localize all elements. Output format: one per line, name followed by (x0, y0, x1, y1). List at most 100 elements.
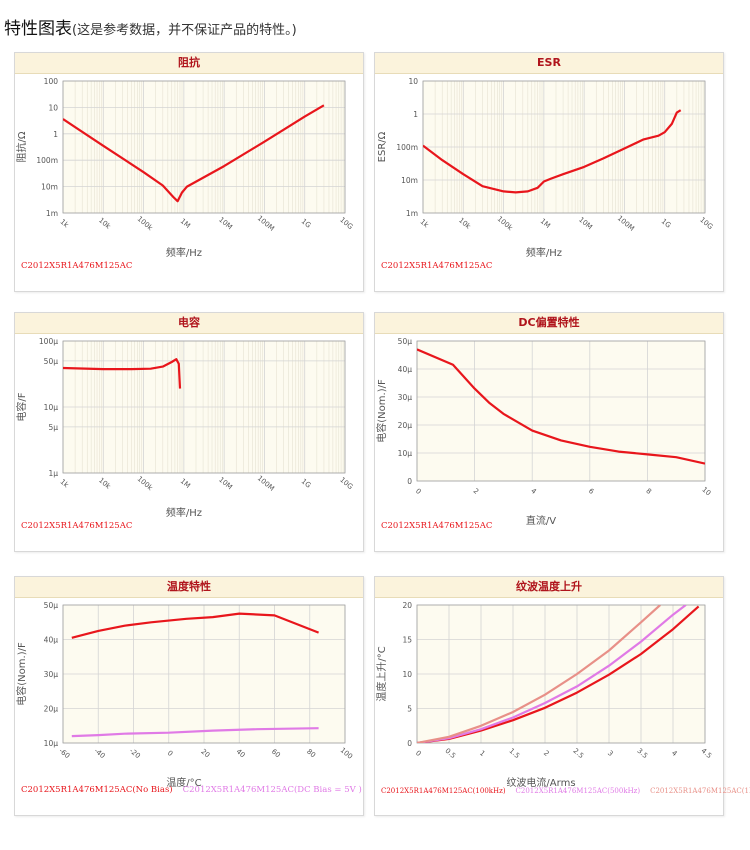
x-tick-label: 10k (97, 216, 113, 231)
legend-entry: C2012X5R1A476M125AC (381, 521, 493, 531)
x-tick-label: 1M (179, 477, 192, 490)
series-line (417, 605, 687, 743)
legend-entry: C2012X5R1A476M125AC (21, 261, 133, 271)
x-tick-label: 10M (577, 216, 594, 232)
legend-entry: C2012X5R1A476M125AC(100kHz) (381, 787, 506, 795)
y-tick-label: 100m (396, 143, 418, 152)
temperature-chart: -60 -40 -20 0 20 40 60 80 100 50μ 40μ 30μ 20μ 10μ 温度/°… (15, 601, 354, 789)
y-tick-label: 1m (46, 209, 58, 218)
y-tick-label: 40μ (398, 365, 413, 374)
ripple-chart-card: 纹波温度上升 0 0.5 1 1.5 2 2.5 3 3.5 4 4.5 20 15 10 5 0 纹波电流/… (374, 576, 750, 816)
x-tick-label: 10M (217, 476, 234, 492)
y-tick-label: 10 (408, 77, 418, 86)
y-tick-label: 1 (413, 110, 418, 119)
chart-title: 电容 (15, 313, 363, 334)
y-tick-label: 20μ (44, 705, 59, 714)
chart-legend: C2012X5R1A476M125AC (21, 521, 142, 531)
x-axis-label: 频率/Hz (166, 506, 202, 519)
chart-legend: C2012X5R1A476M125AC (381, 261, 502, 271)
x-tick-label: 4 (529, 487, 538, 496)
disclaimer-note: (这是参考数据，并不保证产品的特性。) (72, 23, 297, 38)
y-tick-label: 10m (41, 183, 58, 192)
x-tick-label: 100 (339, 746, 354, 761)
x-tick-label: 100k (136, 215, 155, 233)
plot-frame (416, 604, 706, 744)
x-tick-label: 2.5 (571, 747, 585, 760)
chart-title: 阻抗 (15, 53, 363, 74)
x-tick-label: 1k (418, 218, 430, 230)
x-tick-label: 10 (700, 486, 712, 498)
y-axis-label: 电容(Nom.)/F (15, 642, 28, 706)
x-tick-label: 4.5 (699, 747, 713, 760)
ripple-chart: 0 0.5 1 1.5 2 2.5 3 3.5 4 4.5 20 15 10 5 0 纹波电流/Arms 温度上… (375, 601, 713, 789)
x-axis-label: 纹波电流/Arms (506, 776, 575, 789)
y-tick-label: 40μ (44, 636, 59, 645)
y-tick-label: 10 (48, 103, 58, 112)
y-tick-label: 5 (407, 705, 412, 714)
x-tick-label: 0.5 (443, 747, 457, 760)
series-line (63, 358, 182, 389)
x-tick-label: -20 (128, 747, 142, 760)
plot-area (417, 341, 705, 481)
y-tick-label: 20μ (398, 421, 413, 430)
impedance-chart-card: 阻抗 1k 10k 100k 1M 10M 100M 1G 10G 100 10 1 100m 10m 1… (14, 52, 364, 292)
series-line (423, 109, 682, 194)
x-tick-label: 3.5 (635, 747, 649, 760)
x-tick-label: -40 (93, 747, 107, 760)
x-tick-label: -60 (57, 747, 71, 760)
x-tick-label: 0 (414, 487, 423, 496)
x-tick-label: 2 (472, 487, 481, 496)
x-tick-label: 100M (256, 474, 276, 493)
x-tick-label: 10k (97, 476, 113, 491)
page-title-text: 特性图表 (4, 19, 72, 39)
series-line (417, 605, 661, 743)
x-tick-label: 1G (300, 477, 313, 489)
x-tick-label: 0 (414, 749, 423, 758)
chart-legend: C2012X5R1A476M125AC (381, 521, 502, 531)
series-line (417, 348, 705, 465)
series-line (63, 104, 325, 203)
x-tick-label: 10M (217, 216, 234, 232)
chart-title: DC偏置特性 (375, 313, 723, 334)
y-tick-label: 5μ (48, 423, 58, 432)
chart-legend: C2012X5R1A476M125AC(100kHz) C2012X5R1A476… (381, 787, 750, 795)
y-tick-label: 20 (402, 601, 412, 610)
plot-frame (416, 340, 706, 482)
y-tick-label: 10μ (44, 739, 59, 748)
x-tick-label: 2 (542, 749, 551, 758)
y-tick-label: 100μ (39, 337, 58, 346)
x-tick-label: 10G (338, 476, 354, 491)
x-tick-label: 4 (670, 749, 679, 758)
y-tick-label: 0 (407, 477, 412, 486)
y-axis-label: 温度上升/°C (375, 646, 388, 701)
capacitance-chart: 1k 10k 100k 1M 10M 100M 1G 10G 100μ 50μ 10μ 5μ 1μ 频率/… (15, 337, 354, 519)
dc-bias-chart: 0 2 4 6 8 10 50μ 40μ 30μ 20μ 10μ 0 直流/V 电容(Nom.)/F (375, 337, 712, 527)
x-tick-label: 10G (698, 216, 714, 231)
x-tick-label: 20 (199, 748, 211, 760)
legend-entry: C2012X5R1A476M125AC(1MHz) (650, 787, 750, 795)
chart-title: ESR (375, 53, 723, 74)
x-tick-label: 1k (58, 478, 70, 490)
x-tick-label: 3 (606, 749, 615, 758)
legend-entry: C2012X5R1A476M125AC (21, 521, 133, 531)
temperature-chart-card: 温度特性 -60 -40 -20 0 20 40 60 80 100 50μ 40μ 30μ 20μ 10… (14, 576, 364, 816)
x-tick-label: 8 (644, 487, 653, 496)
y-tick-label: 50μ (44, 357, 59, 366)
legend-entry: C2012X5R1A476M125AC(No Bias) (21, 785, 173, 795)
x-tick-label: 1 (478, 749, 487, 758)
x-tick-label: 100k (496, 215, 515, 233)
y-tick-label: 1 (53, 130, 58, 139)
x-axis-label: 直流/V (526, 514, 556, 527)
chart-title: 温度特性 (15, 577, 363, 598)
x-axis-label: 频率/Hz (166, 246, 202, 259)
page-title: 特性图表(这是参考数据，并不保证产品的特性。) (4, 14, 297, 39)
x-tick-label: 1G (300, 217, 313, 229)
chart-title: 纹波温度上升 (375, 577, 723, 598)
x-tick-label: 100k (136, 475, 155, 493)
impedance-chart: 1k 10k 100k 1M 10M 100M 1G 10G 100 10 1 100m 10m 1m 频率… (15, 77, 354, 259)
x-tick-label: 10k (457, 216, 473, 231)
x-tick-label: 80 (305, 748, 317, 760)
y-tick-label: 50μ (398, 337, 413, 346)
legend-entry: C2012X5R1A476M125AC(DC Bias = 5V ) (182, 785, 362, 795)
plot-frame (422, 80, 706, 214)
